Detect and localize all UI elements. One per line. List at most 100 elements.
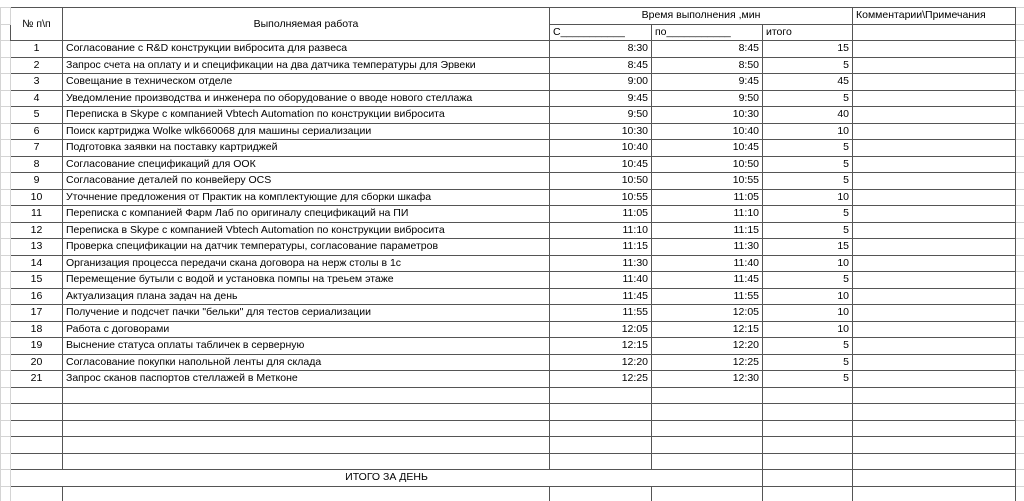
- start-time: 12:15: [549, 337, 652, 355]
- cell: [852, 23, 1016, 41]
- task: Получение и подсчет пачки "бельки" для т…: [62, 304, 550, 322]
- cell: [10, 403, 63, 421]
- end-time: 11:05: [651, 188, 763, 206]
- start-time: 11:45: [549, 287, 652, 305]
- cell: [1015, 403, 1024, 421]
- cell: [1015, 386, 1024, 404]
- task: Поиск картриджа Wolke wlk660068 для маши…: [62, 122, 550, 140]
- duration: 10: [762, 287, 853, 305]
- data-row: 3 Совещание в техническом отделе 9:00 9:45 4…: [0, 73, 1024, 91]
- duration: 45: [762, 73, 853, 91]
- duration: 40: [762, 106, 853, 124]
- end-time: 11:55: [651, 287, 763, 305]
- row-number: 16: [10, 287, 63, 305]
- start-time: 9:00: [549, 73, 652, 91]
- task: Запрос счета на оплату и и спецификации …: [62, 56, 550, 74]
- end-time: 10:50: [651, 155, 763, 173]
- data-row: 20 Согласование покупки напольной ленты д…: [0, 353, 1024, 371]
- cell: [62, 436, 550, 454]
- start-time: 9:45: [549, 89, 652, 107]
- gutter: [0, 320, 11, 338]
- cell: [852, 452, 1016, 470]
- task: Переписка с компанией Фарм Лаб по оригин…: [62, 205, 550, 223]
- total-label: ИТОГО ЗА ДЕНЬ: [10, 469, 763, 487]
- end-time: 10:40: [651, 122, 763, 140]
- start-time: 8:45: [549, 56, 652, 74]
- comment-cell: [852, 139, 1016, 157]
- row-number: 5: [10, 106, 63, 124]
- end-time: 9:45: [651, 73, 763, 91]
- data-row: 15 Перемещение бутыли с водой и установка…: [0, 271, 1024, 289]
- data-row: 2 Запрос счета на оплату и и спецификации…: [0, 56, 1024, 74]
- start-time: 11:40: [549, 271, 652, 289]
- end-time: 9:50: [651, 89, 763, 107]
- cell: [651, 386, 763, 404]
- header-number: № п\п: [10, 7, 63, 41]
- cell: [1015, 7, 1024, 25]
- comment-cell: [852, 89, 1016, 107]
- gutter: [0, 436, 11, 454]
- cell: [10, 419, 63, 437]
- end-time: 11:10: [651, 205, 763, 223]
- task: Согласование покупки напольной ленты для…: [62, 353, 550, 371]
- duration: 5: [762, 172, 853, 190]
- comment-cell: [852, 221, 1016, 239]
- row-number: 13: [10, 238, 63, 256]
- cell: [1015, 485, 1024, 501]
- task: Подготовка заявки на поставку картриджей: [62, 139, 550, 157]
- task: Совещание в техническом отделе: [62, 73, 550, 91]
- gutter: [0, 56, 11, 74]
- cell: [549, 403, 652, 421]
- start-time: 11:10: [549, 221, 652, 239]
- data-row: 4 Уведомление производства и инженера по …: [0, 89, 1024, 107]
- header-work: Выполняемая работа: [62, 7, 550, 41]
- data-row: 6 Поиск картриджа Wolke wlk660068 для маш…: [0, 122, 1024, 140]
- duration: 10: [762, 320, 853, 338]
- empty-row: [0, 485, 1024, 501]
- start-time: 10:40: [549, 139, 652, 157]
- start-time: 10:45: [549, 155, 652, 173]
- data-row: 19 Выснение статуса оплаты табличек в сер…: [0, 337, 1024, 355]
- comment-cell: [852, 304, 1016, 322]
- data-row: 12 Переписка в Skype с компанией Vbtech A…: [0, 221, 1024, 239]
- cell: [10, 452, 63, 470]
- duration: 5: [762, 353, 853, 371]
- table-body: № п\п Выполняемая работа Время выполнени…: [0, 7, 1024, 501]
- row-number: 11: [10, 205, 63, 223]
- data-row: 1 Согласование с R&D конструкции вибросит…: [0, 40, 1024, 58]
- cell: [1015, 172, 1024, 190]
- duration: 5: [762, 370, 853, 388]
- row-number: 20: [10, 353, 63, 371]
- row-number: 4: [10, 89, 63, 107]
- duration: 5: [762, 56, 853, 74]
- end-time: 8:50: [651, 56, 763, 74]
- cell: [10, 485, 63, 501]
- comment-cell: [852, 337, 1016, 355]
- end-time: 11:30: [651, 238, 763, 256]
- cell: [1015, 370, 1024, 388]
- gutter: [0, 238, 11, 256]
- gutter: [0, 40, 11, 58]
- start-time: 8:30: [549, 40, 652, 58]
- duration: 15: [762, 40, 853, 58]
- duration: 5: [762, 221, 853, 239]
- comment-cell: [852, 56, 1016, 74]
- data-row: 14 Организация процесса передачи скана до…: [0, 254, 1024, 272]
- comment-cell: [852, 287, 1016, 305]
- cell: [1015, 40, 1024, 58]
- data-row: 21 Запрос сканов паспортов стеллажей в Ме…: [0, 370, 1024, 388]
- cell: [651, 485, 763, 501]
- start-time: 10:55: [549, 188, 652, 206]
- data-row: 18 Работа с договорами 12:05 12:15 10: [0, 320, 1024, 338]
- data-row: 5 Переписка в Skype с компанией Vbtech Au…: [0, 106, 1024, 124]
- task: Переписка в Skype с компанией Vbtech Aut…: [62, 221, 550, 239]
- end-time: 12:30: [651, 370, 763, 388]
- row-number: 21: [10, 370, 63, 388]
- cell: [762, 419, 853, 437]
- row-number: 7: [10, 139, 63, 157]
- comment-cell: [852, 353, 1016, 371]
- cell: [1015, 353, 1024, 371]
- comment-cell: [852, 155, 1016, 173]
- gutter: [0, 89, 11, 107]
